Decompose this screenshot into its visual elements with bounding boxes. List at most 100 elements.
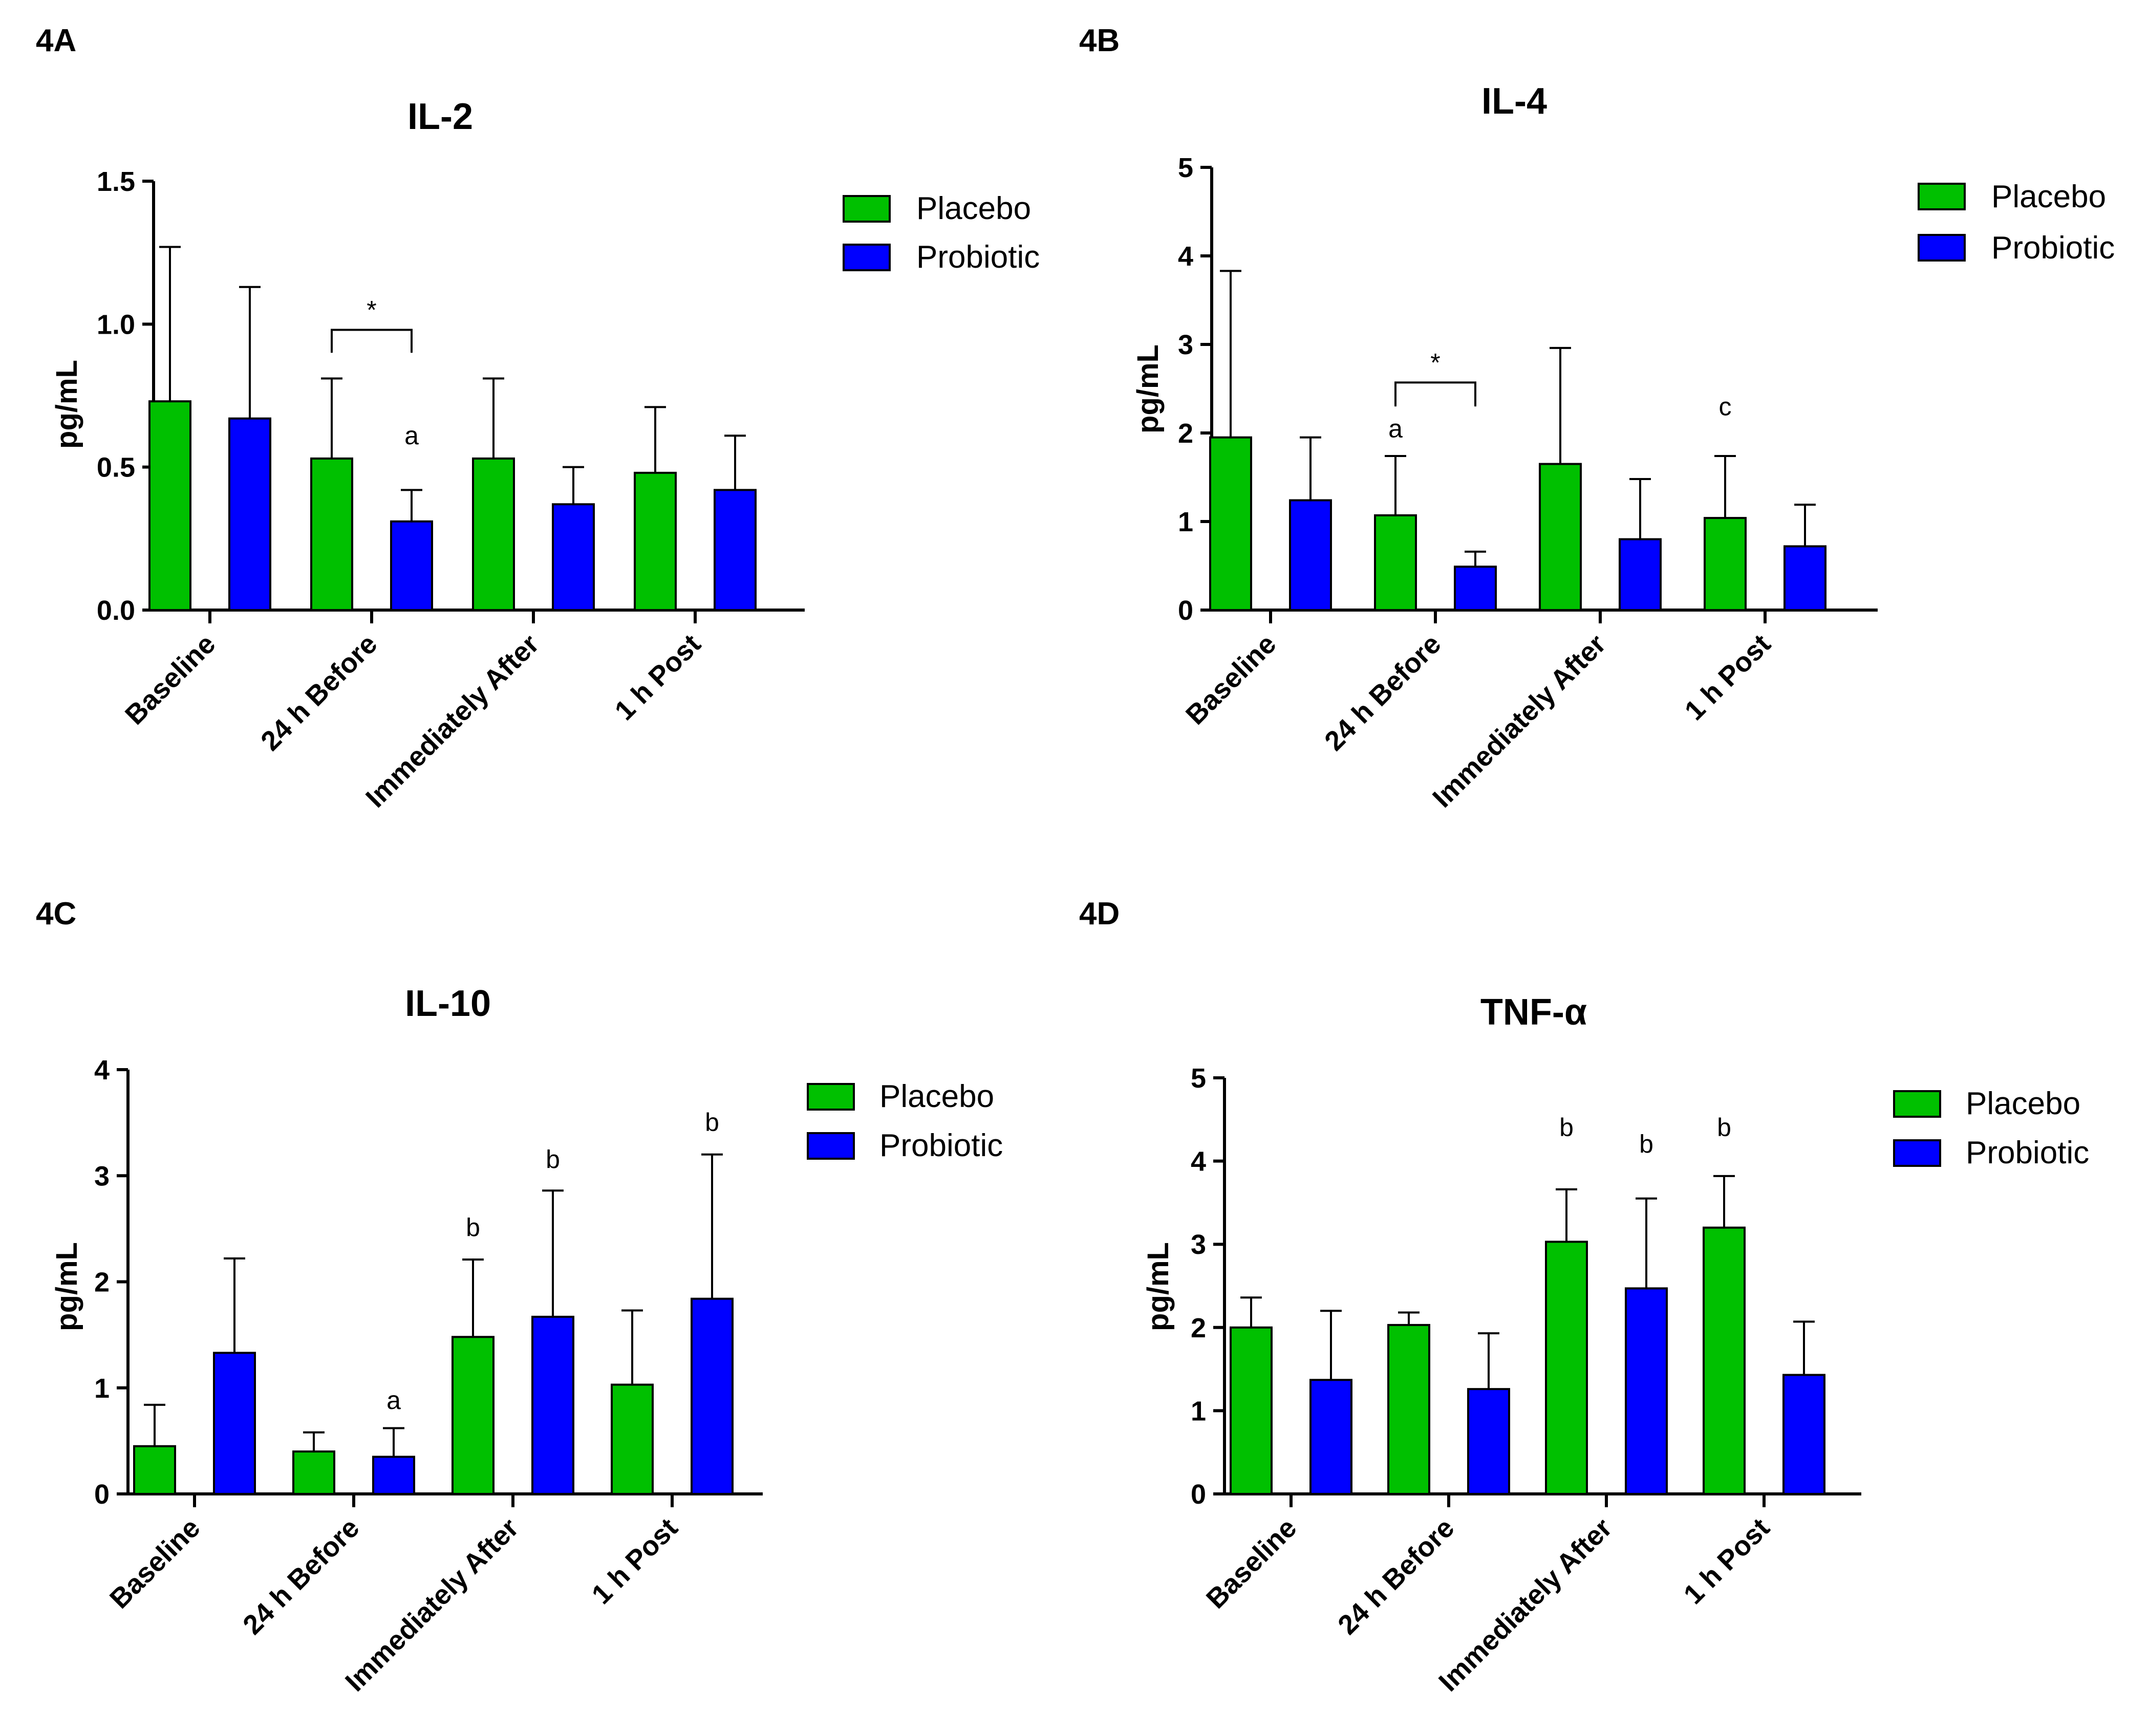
- bar-placebo: [1704, 517, 1747, 612]
- x-tick-label: Baseline: [1180, 628, 1282, 730]
- bar-placebo: [1387, 1323, 1430, 1495]
- x-tick-label: Baseline: [1200, 1512, 1302, 1614]
- bar-probiotic: [228, 417, 271, 612]
- legend-swatch-probiotic: [843, 244, 891, 271]
- bar-probiotic: [390, 520, 433, 612]
- y-tick-label: 5: [1191, 1063, 1206, 1094]
- legend-label-placebo: Placebo: [879, 1079, 994, 1114]
- significance-letter: c: [1719, 392, 1732, 421]
- x-tick-label: 1 h Post: [1679, 628, 1777, 726]
- chart-title: IL-4: [1481, 81, 1547, 122]
- y-tick-label: 1: [1191, 1396, 1206, 1426]
- y-axis-label: pg/mL: [1131, 344, 1165, 433]
- chart-title: TNF-α: [1480, 992, 1587, 1033]
- legend-label-probiotic: Probiotic: [1966, 1135, 2089, 1170]
- bar-probiotic: [1289, 499, 1332, 611]
- legend-swatch-placebo: [1918, 183, 1966, 210]
- bar-placebo: [1539, 463, 1582, 611]
- legend-label-placebo: Placebo: [916, 191, 1031, 226]
- bar-probiotic: [1467, 1388, 1510, 1495]
- legend-swatch-probiotic: [807, 1132, 855, 1160]
- significance-letter: b: [1639, 1130, 1653, 1158]
- bar-placebo: [472, 457, 515, 611]
- plot-area: 0.0 0.5 1.0 1.5 Baseline 24 h BeforeImmediate…: [97, 166, 805, 814]
- x-tick-label: 24 h Before: [237, 1512, 365, 1640]
- legend-swatch-placebo: [843, 195, 891, 223]
- bar-probiotic: [1625, 1287, 1668, 1495]
- x-tick-label: Immediately After: [1427, 628, 1611, 813]
- bar-probiotic: [1783, 545, 1826, 611]
- legend-swatch-placebo: [1893, 1090, 1941, 1118]
- bar-placebo: [292, 1450, 335, 1495]
- bar-probiotic: [1454, 566, 1497, 611]
- x-tick-label: Immediately After: [339, 1512, 524, 1697]
- y-tick-label: 2: [1191, 1313, 1206, 1343]
- y-tick-label: 0.0: [97, 595, 135, 626]
- legend: Placebo Probiotic: [807, 1079, 1003, 1163]
- y-tick-label: 3: [1178, 330, 1193, 360]
- legend-swatch-placebo: [807, 1083, 855, 1111]
- bar-probiotic: [372, 1456, 415, 1495]
- legend-swatch-probiotic: [1893, 1139, 1941, 1167]
- bar-probiotic: [213, 1352, 256, 1495]
- bar-probiotic: [531, 1315, 574, 1495]
- bar-placebo: [133, 1445, 176, 1495]
- y-tick-label: 0: [94, 1479, 110, 1510]
- y-tick-label: 2: [94, 1267, 110, 1298]
- bar-placebo: [611, 1383, 654, 1495]
- bar-probiotic: [714, 489, 757, 611]
- x-tick-label: Immediately After: [360, 628, 545, 813]
- y-tick-label: 3: [1191, 1229, 1206, 1260]
- x-tick-label: 1 h Post: [609, 628, 707, 726]
- significance-letter: a: [404, 421, 419, 450]
- chart-title: IL-2: [407, 96, 473, 137]
- bar-probiotic: [691, 1297, 734, 1495]
- x-tick-label: Baseline: [119, 628, 221, 730]
- x-tick-label: 1 h Post: [586, 1512, 684, 1610]
- y-tick-label: 3: [94, 1161, 110, 1191]
- y-tick-label: 4: [94, 1055, 110, 1086]
- panel-4d: 4D TNF-α pg/mL 0 1 2 3 4 5 Baseline 24 h Before…: [1079, 896, 2089, 1698]
- bar-probiotic: [1309, 1379, 1352, 1495]
- y-tick-label: 1: [94, 1373, 110, 1404]
- legend: Placebo Probiotic: [843, 191, 1040, 275]
- significance-letter: a: [386, 1386, 401, 1415]
- bar-placebo: [1209, 436, 1252, 612]
- x-tick-label: Immediately After: [1433, 1512, 1618, 1697]
- significance-bracket: [331, 329, 413, 353]
- panel-4a: 4A IL-2 pg/mL 0.0 0.5 1.0 1.5 Baseline 24 h B…: [36, 23, 1040, 814]
- legend: Placebo Probiotic: [1893, 1086, 2089, 1170]
- significance-letter: b: [1717, 1113, 1731, 1142]
- bar-probiotic: [552, 503, 595, 611]
- bar-placebo: [1230, 1326, 1273, 1495]
- significance-letter: b: [1559, 1113, 1574, 1142]
- panel-4c: 4C IL-10 pg/mL 0 1 2 3 4 Baseline 24 h BeforeI…: [36, 896, 1003, 1698]
- y-tick-label: 4: [1191, 1146, 1206, 1177]
- legend-label-probiotic: Probiotic: [879, 1128, 1003, 1163]
- panel-label: 4C: [36, 896, 76, 931]
- panel-label: 4B: [1079, 23, 1120, 58]
- legend-label-placebo: Placebo: [1991, 179, 2106, 214]
- significance-letter: a: [1388, 415, 1403, 443]
- bar-placebo: [1703, 1226, 1746, 1495]
- significance-letter: b: [705, 1108, 719, 1137]
- bar-placebo: [310, 457, 353, 611]
- y-tick-label: 0: [1191, 1479, 1206, 1510]
- significance-letter: b: [546, 1145, 560, 1174]
- bar-placebo: [634, 471, 677, 612]
- bar-placebo: [148, 400, 191, 611]
- panel-4b: 4B IL-4 pg/mL 0 1 2 3 4 5 Baseline 24 h BeforeI…: [1079, 23, 2115, 814]
- x-tick-label: 1 h Post: [1678, 1512, 1776, 1610]
- y-tick-label: 0: [1178, 595, 1193, 626]
- x-tick-label: 24 h Before: [1319, 628, 1447, 756]
- y-tick-label: 1: [1178, 507, 1193, 537]
- bar-placebo: [1374, 514, 1417, 612]
- bar-probiotic: [1782, 1374, 1825, 1495]
- chart-title: IL-10: [405, 983, 491, 1024]
- legend-swatch-probiotic: [1918, 234, 1966, 262]
- x-tick-label: 24 h Before: [255, 628, 383, 756]
- panel-label: 4D: [1079, 896, 1120, 931]
- x-tick-label: 24 h Before: [1332, 1512, 1460, 1640]
